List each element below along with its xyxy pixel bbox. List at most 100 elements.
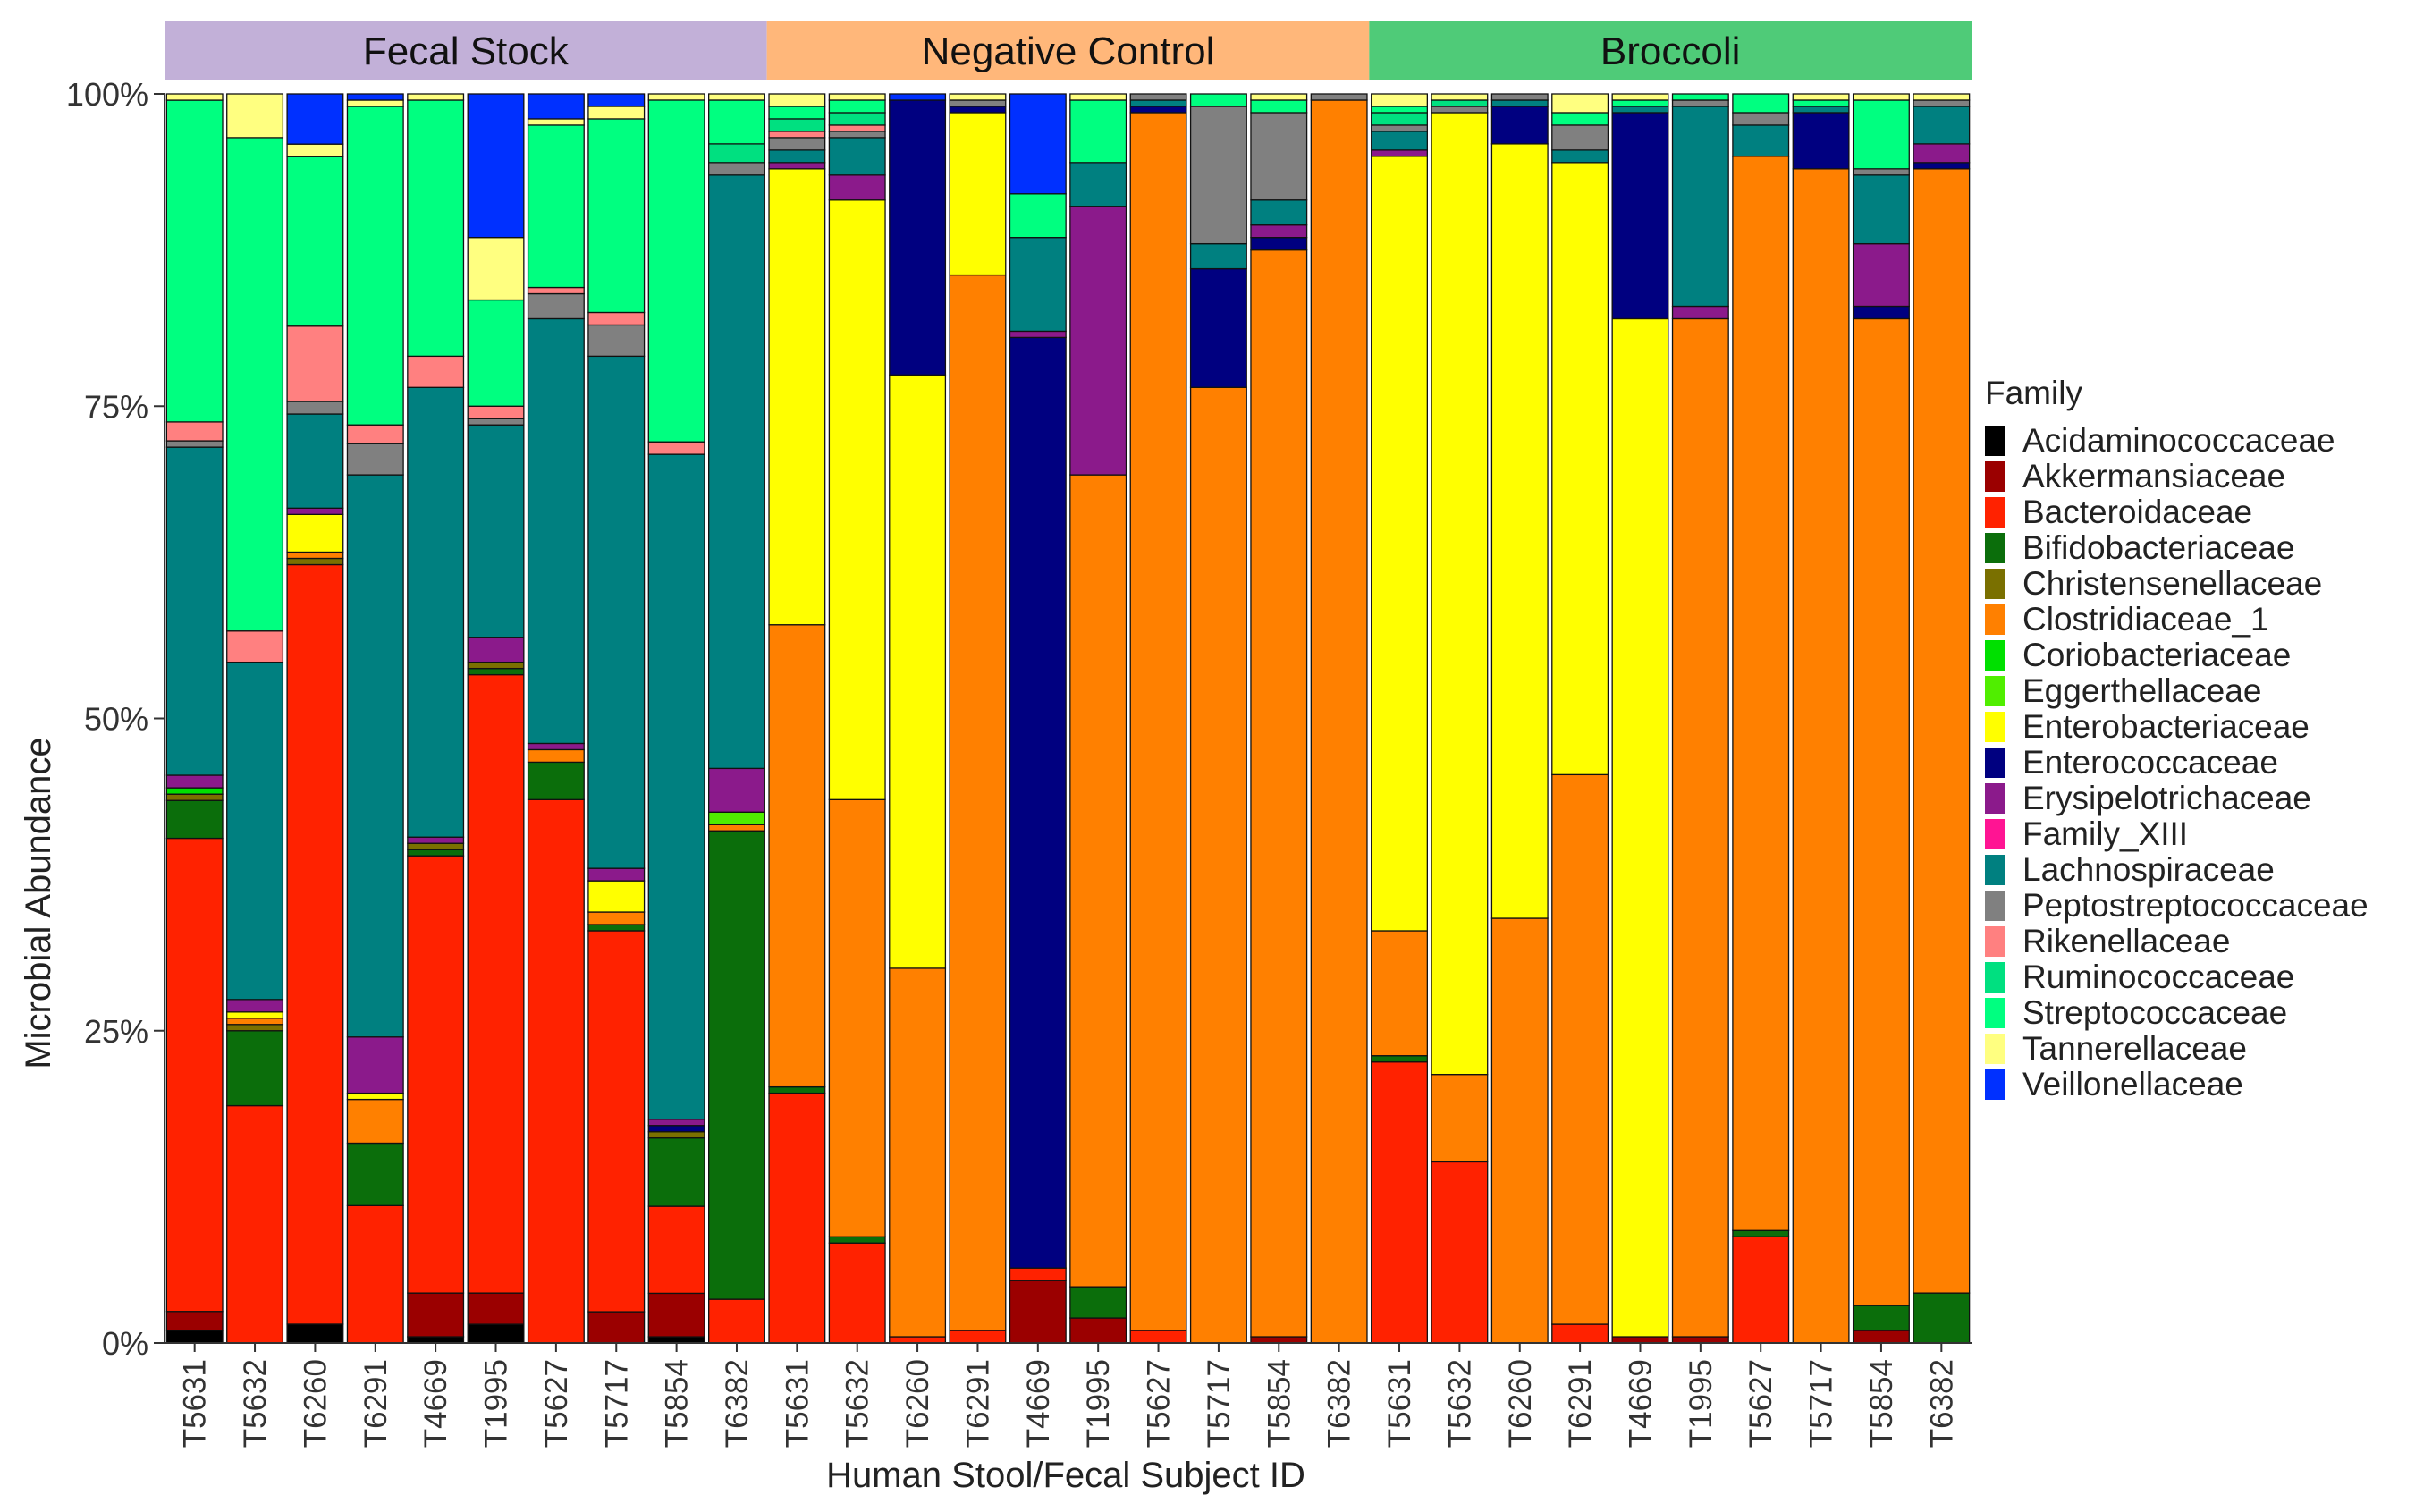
segment-christensenellaceae — [165, 793, 224, 801]
segment-streptococcaceae — [1792, 99, 1850, 107]
bar-broccoli-t4669 — [1611, 93, 1669, 1344]
legend-label: Peptostreptococcaceae — [2022, 887, 2369, 924]
bar-fecal-stock-t6260 — [286, 93, 344, 1344]
segment-enterobacteriaceae — [226, 1011, 284, 1019]
bar-fecal-stock-t4669 — [407, 93, 465, 1344]
segment-lachnospiraceae — [1792, 106, 1850, 114]
segment-ruminococcaceae — [1371, 112, 1428, 126]
x-tick-label: T5632 — [840, 1359, 875, 1448]
segment-peptostreptococcaceae — [1310, 93, 1368, 101]
segment-enterobacteriaceae — [1611, 317, 1669, 1338]
segment-peptostreptococcaceae — [1431, 106, 1489, 114]
segment-tannerellaceae — [1551, 93, 1609, 114]
segment-erysipelotrichaceae — [407, 836, 465, 844]
x-tick-label: T4669 — [1021, 1359, 1056, 1448]
x-tick-label: T6291 — [1563, 1359, 1598, 1448]
legend-title: Family — [1985, 375, 2082, 411]
segment-erysipelotrichaceae — [165, 774, 224, 789]
bar-broccoli-t6382 — [1913, 93, 1971, 1344]
segment-akkermansiaceae — [1009, 1280, 1067, 1344]
segment-tannerellaceae — [768, 93, 826, 107]
legend-item-enterococcaceae: Enterococcaceae — [1985, 744, 2278, 781]
segment-streptococcaceae — [1250, 99, 1308, 114]
segment-bacteroidaceae — [889, 1336, 947, 1344]
segment-ruminococcaceae — [828, 112, 886, 126]
bar-broccoli-t1995 — [1671, 93, 1729, 1344]
segment-clostridiaceae-1 — [226, 1018, 284, 1026]
segment-enterococcaceae — [1792, 112, 1850, 170]
legend-item-tannerellaceae: Tannerellaceae — [1985, 1030, 2247, 1067]
legend-swatch — [1985, 426, 2005, 456]
bar-negative-control-t5627 — [1129, 93, 1187, 1344]
segment-streptococcaceae — [1852, 99, 1910, 170]
bars-layer — [165, 93, 1971, 1344]
segment-enterococcaceae — [949, 106, 1007, 114]
x-tick-label: T5631 — [1382, 1359, 1417, 1448]
segment-erysipelotrichaceae — [467, 637, 525, 663]
segment-christensenellaceae — [226, 1024, 284, 1032]
bar-broccoli-t6260 — [1490, 93, 1549, 1344]
segment-tannerellaceae — [828, 93, 886, 101]
segment-lachnospiraceae — [407, 386, 465, 838]
segment-bifidobacteriaceae — [407, 849, 465, 857]
legend-item-coriobacteriaceae: Coriobacteriaceae — [1985, 637, 2291, 673]
segment-tannerellaceae — [587, 106, 646, 120]
x-tick-label: T1995 — [1684, 1359, 1718, 1448]
segment-veillonellaceae — [527, 93, 585, 120]
segment-peptostreptococcaceae — [1852, 168, 1910, 176]
segment-bifidobacteriaceae — [828, 1236, 886, 1244]
segment-veillonellaceae — [467, 93, 525, 239]
segment-streptococcaceae — [1009, 193, 1067, 239]
segment-akkermansiaceae — [587, 1311, 646, 1344]
segment-lachnospiraceae — [708, 174, 765, 770]
segment-enterobacteriaceae — [1490, 143, 1549, 919]
segment-enterococcaceae — [1852, 305, 1910, 320]
segment-lachnospiraceae — [226, 661, 284, 1001]
segment-peptostreptococcaceae — [828, 131, 886, 139]
x-tick-label: T1995 — [479, 1359, 514, 1448]
segment-rikenellaceae — [768, 131, 826, 139]
y-tick-label: 75% — [84, 388, 148, 425]
segment-clostridiaceae-1 — [949, 274, 1007, 1331]
segment-tannerellaceae — [1431, 93, 1489, 101]
legend-swatch — [1985, 461, 2005, 492]
bar-negative-control-t6291 — [949, 93, 1007, 1344]
segment-akkermansiaceae — [1611, 1336, 1669, 1344]
segment-peptostreptococcaceae — [467, 418, 525, 426]
bar-negative-control-t6382 — [1310, 93, 1368, 1344]
segment-tannerellaceae — [286, 143, 344, 157]
bar-broccoli-t5631 — [1371, 93, 1428, 1344]
legend-label: Christensenellaceae — [2022, 565, 2322, 602]
legend-item-streptococcaceae: Streptococcaceae — [1985, 994, 2287, 1031]
legend-item-enterobacteriaceae: Enterobacteriaceae — [1985, 708, 2310, 745]
legend-swatch — [1985, 819, 2005, 849]
segment-enterococcaceae — [1009, 336, 1067, 1269]
segment-akkermansiaceae — [1250, 1336, 1308, 1344]
segment-akkermansiaceae — [165, 1311, 224, 1331]
segment-peptostreptococcaceae — [1732, 112, 1790, 126]
segment-enterococcaceae — [889, 99, 947, 376]
segment-veillonellaceae — [346, 93, 404, 101]
segment-clostridiaceae-1 — [828, 798, 886, 1237]
segment-streptococcaceae — [527, 124, 585, 289]
segment-erysipelotrichaceae — [527, 742, 585, 751]
segment-peptostreptococcaceae — [1490, 93, 1549, 101]
legend-label: Coriobacteriaceae — [2022, 637, 2291, 673]
segment-bifidobacteriaceae — [346, 1142, 404, 1206]
segment-peptostreptococcaceae — [949, 99, 1007, 107]
segment-clostridiaceae-1 — [1310, 99, 1368, 1344]
segment-akkermansiaceae — [407, 1292, 465, 1338]
segment-akkermansiaceae — [467, 1292, 525, 1325]
segment-streptococcaceae — [226, 137, 284, 632]
segment-ruminococcaceae — [708, 143, 765, 164]
x-tick-label: T6260 — [900, 1359, 935, 1448]
segment-tannerellaceae — [708, 93, 765, 101]
segment-rikenellaceae — [828, 124, 886, 132]
bar-broccoli-t5632 — [1431, 93, 1489, 1344]
segment-clostridiaceae-1 — [1913, 168, 1971, 1294]
segment-peptostreptococcaceae — [1129, 93, 1187, 101]
legend-swatch — [1985, 604, 2005, 635]
segment-clostridiaceae-1 — [1852, 317, 1910, 1306]
segment-erysipelotrichaceae — [1250, 224, 1308, 239]
